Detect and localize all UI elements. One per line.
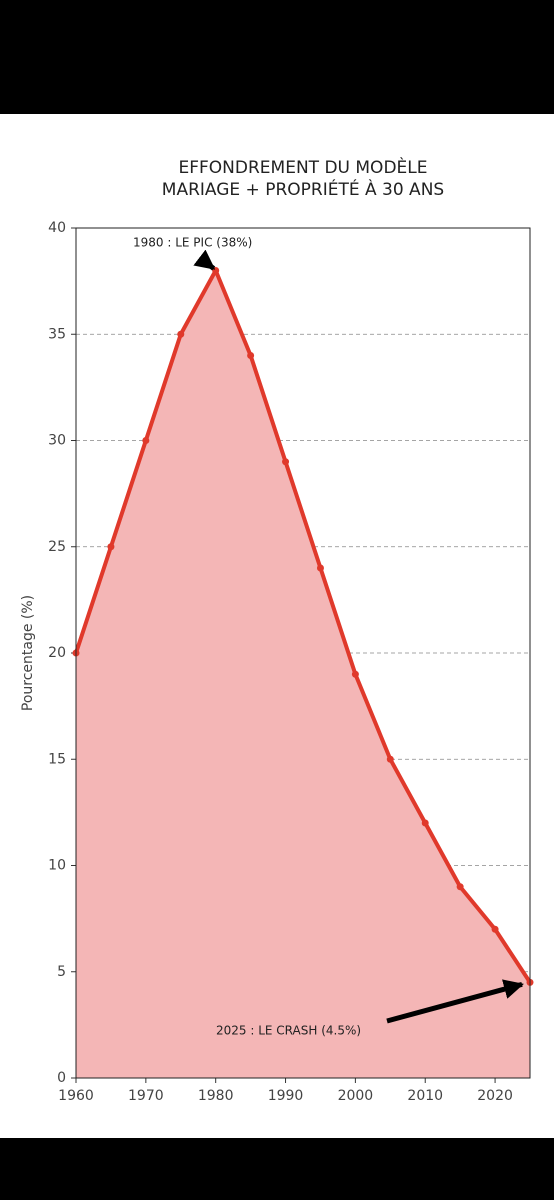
marker [456,883,464,891]
y-tick-label: 0 [57,1070,66,1086]
plot-frame [75,227,531,1079]
annotation-text: 1980 : LE PIC (38%) [133,236,252,250]
y-tick-label: 5 [57,964,66,980]
marker [282,458,290,466]
y-axis-label: Pourcentage (%) [20,595,36,711]
annotation-arrow [193,249,216,271]
y-tick-label: 20 [48,645,66,661]
marker [491,925,499,933]
marker [142,437,150,444]
y-tick-label: 35 [48,326,66,342]
y-tick-label: 15 [48,751,66,767]
x-tick-label: 2000 [338,1088,374,1104]
y-tick-label: 30 [48,433,66,449]
marker [247,352,255,359]
x-tick-label: 1970 [128,1088,164,1104]
top-bar [0,0,554,114]
marker [316,564,324,572]
x-tick-label: 1990 [268,1088,304,1104]
annotation-text: 2025 : LE CRASH (4.5%) [216,1024,361,1038]
marker [177,330,185,338]
bottom-bar [0,1138,554,1200]
marker [107,543,115,551]
marker [386,755,394,763]
x-tick-label: 2010 [407,1088,443,1104]
line [74,268,532,984]
x-tick-label: 1960 [58,1088,94,1104]
x-tick-label: 1980 [198,1088,234,1104]
chart-title: EFFONDREMENT DU MODÈLE [179,156,428,178]
chart-title: MARIAGE + PROPRIÉTÉ À 30 ANS [162,178,444,200]
marker [351,670,359,678]
y-tick-label: 10 [48,858,66,874]
x-tick-label: 2020 [477,1088,513,1104]
area [76,270,530,1078]
annotation-arrow [386,979,524,1024]
marker [421,819,429,827]
y-tick-label: 40 [48,220,66,236]
y-tick-label: 25 [48,539,66,555]
